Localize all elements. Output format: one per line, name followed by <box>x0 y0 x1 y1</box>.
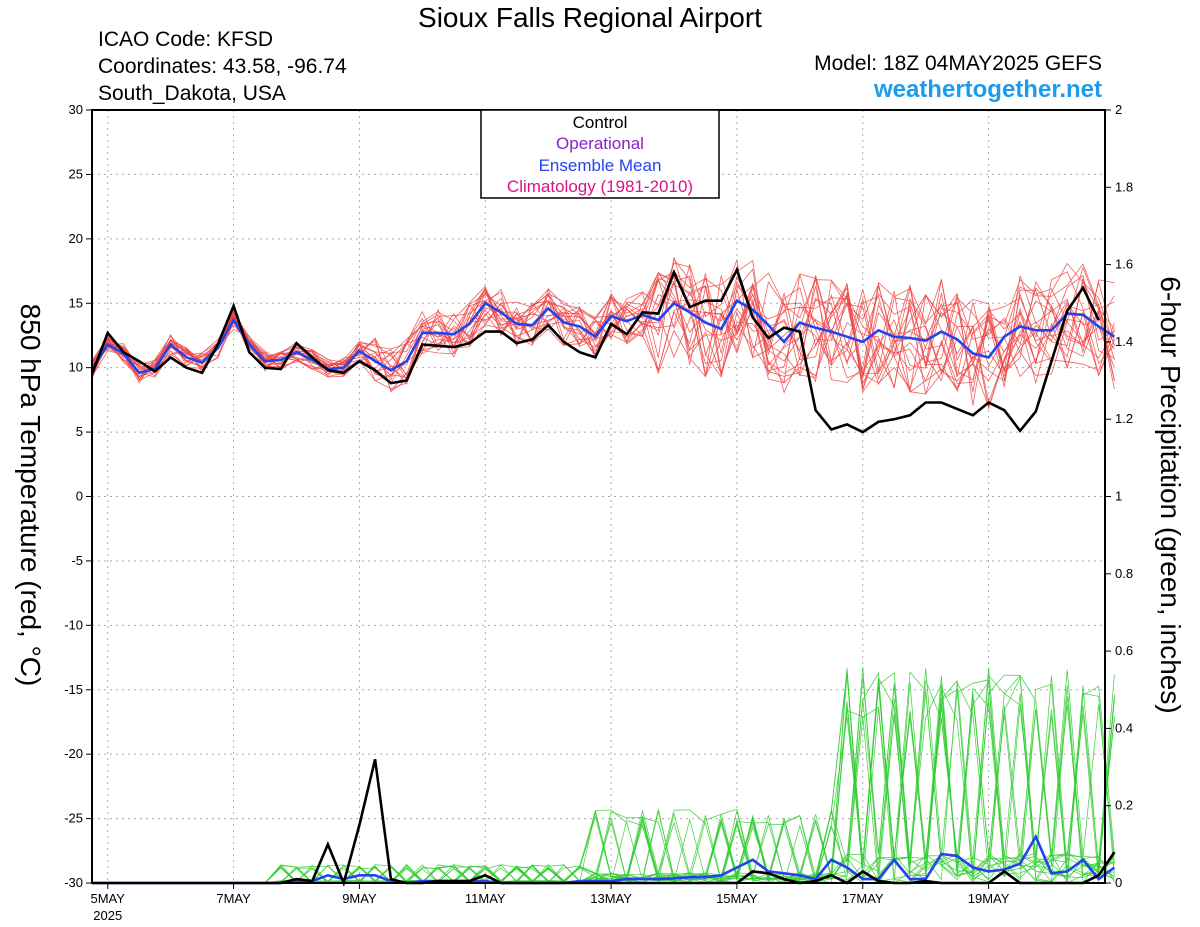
y2-tick-label: 0.6 <box>1115 643 1133 658</box>
x-tick-label: 11MAY <box>465 891 506 906</box>
control-temp-line <box>90 266 1100 434</box>
x-tick-label: 17MAY <box>842 891 884 906</box>
y-tick-label: 30 <box>69 102 83 117</box>
y-tick-label: -10 <box>64 617 83 632</box>
y-tick-label: 25 <box>69 166 83 181</box>
icao-code: ICAO Code: KFSD <box>98 28 274 51</box>
y-tick-label: 5 <box>76 424 83 439</box>
y-tick-label: 20 <box>69 231 83 246</box>
y-tick-label: -30 <box>64 875 83 890</box>
location: South_Dakota, USA <box>98 82 286 105</box>
y-tick-label: -15 <box>64 682 83 697</box>
y-tick-label: 0 <box>76 489 83 504</box>
y2-tick-label: 0.8 <box>1115 566 1133 581</box>
x-tick-sublabel: 2025 <box>93 908 122 923</box>
site-link[interactable]: weathertogether.net <box>873 76 1102 103</box>
ensemble-temp-member <box>91 274 1115 384</box>
y2-tick-label: 0 <box>1115 875 1122 890</box>
y2-tick-label: 1.8 <box>1115 179 1133 194</box>
ensemble-precip-member <box>92 679 1115 884</box>
coordinates: Coordinates: 43.58, -96.74 <box>98 55 347 78</box>
x-tick-label: 19MAY <box>968 891 1010 906</box>
y2-tick-label: 0.4 <box>1115 720 1133 735</box>
y2-tick-label: 1.6 <box>1115 257 1133 272</box>
x-tick-label: 13MAY <box>590 891 632 906</box>
y2-tick-label: 1 <box>1115 489 1122 504</box>
y-tick-label: -5 <box>71 553 83 568</box>
ensemble-temp-member <box>91 280 1115 383</box>
ensemble-precip-member <box>92 679 1115 884</box>
chart-title: Sioux Falls Regional Airport <box>418 2 762 33</box>
legend: Control Operational Ensemble Mean Climat… <box>480 109 720 199</box>
x-tick-label: 5MAY <box>91 891 126 906</box>
x-tick-label: 7MAY <box>216 891 251 906</box>
legend-climatology: Climatology (1981-2010) <box>507 177 693 196</box>
y-tick-label: 10 <box>69 360 83 375</box>
ensemble-precip-member <box>92 687 1115 884</box>
legend-box <box>480 109 720 199</box>
legend-control: Control <box>573 113 628 132</box>
y2-tick-label: 2 <box>1115 102 1122 117</box>
x-tick-label: 15MAY <box>716 891 758 906</box>
ensemble-precip-member <box>92 676 1115 884</box>
ensemble-temp-member <box>91 279 1115 393</box>
ensemble-mean-temp-line <box>90 298 1116 375</box>
y2-tick-label: 0.2 <box>1115 798 1133 813</box>
legend-operational: Operational <box>556 134 644 153</box>
ensemble-precip-member <box>92 682 1115 884</box>
y2-tick-label: 1.2 <box>1115 411 1133 426</box>
ensemble-temp-member <box>91 271 1115 408</box>
y-tick-label: 15 <box>69 295 83 310</box>
y-tick-label: -25 <box>64 811 83 826</box>
model-run: Model: 18Z 04MAY2025 GEFS <box>814 52 1102 75</box>
y-tick-label: -20 <box>64 746 83 761</box>
ensemble-precip-member <box>92 685 1115 884</box>
legend-ensemble-mean: Ensemble Mean <box>539 156 662 175</box>
y2-tick-label: 1.4 <box>1115 334 1133 349</box>
x-tick-label: 9MAY <box>342 891 377 906</box>
